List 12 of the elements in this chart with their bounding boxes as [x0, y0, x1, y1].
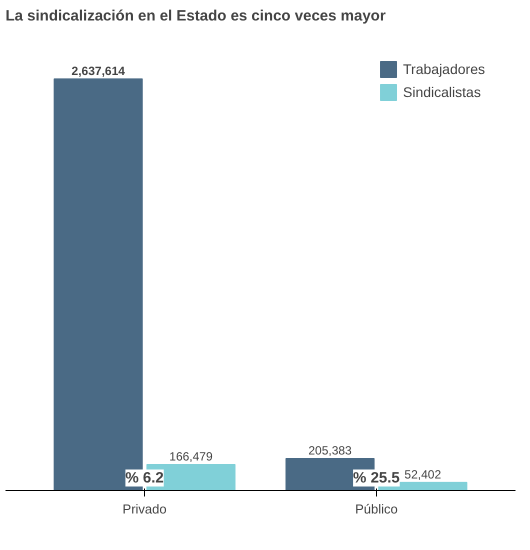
annotation: % 25.5	[353, 470, 400, 486]
data-label: 2,637,614	[72, 64, 126, 78]
data-label: 166,479	[169, 450, 213, 464]
chart-title: La sindicalización en el Estado es cinco veces mayor	[6, 8, 386, 24]
data-label: 205,383	[308, 443, 352, 458]
x-tick-label: Público	[355, 502, 398, 516]
legend-label: Sindicalistas	[403, 84, 481, 100]
annotation: % 6.2	[125, 470, 164, 486]
data-label: 52,402	[404, 467, 442, 482]
x-tick-label: Privado	[122, 502, 167, 516]
legend-label: Trabajadores	[403, 61, 485, 77]
bar	[54, 78, 143, 490]
